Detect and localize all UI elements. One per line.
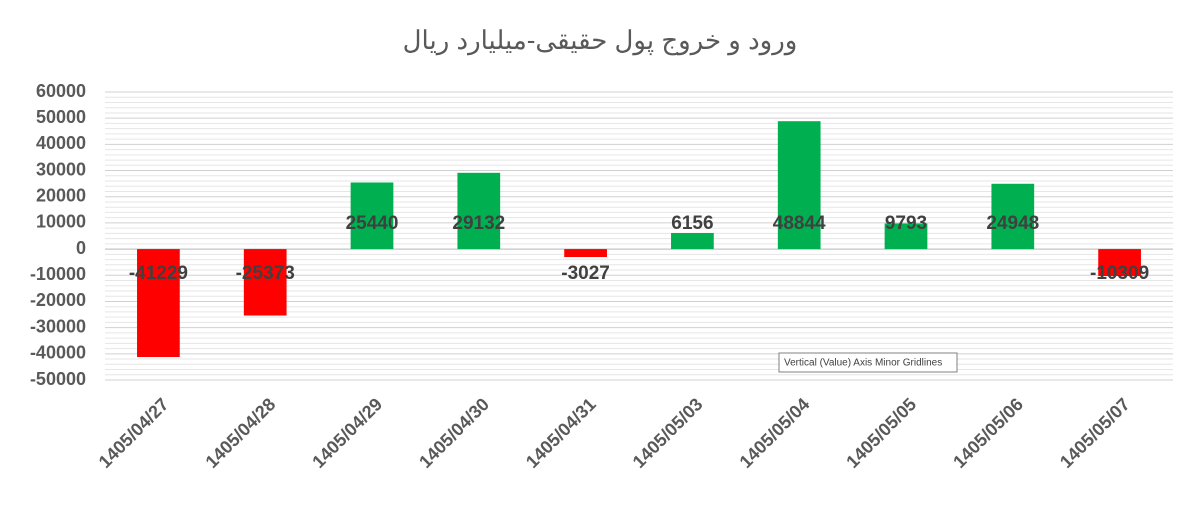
data-label: -10309	[1090, 263, 1149, 284]
data-label: 6156	[671, 213, 713, 234]
data-label: 9793	[885, 213, 927, 234]
y-tick-label: 0	[76, 238, 86, 258]
data-label: 48844	[773, 213, 826, 234]
data-label: -41229	[129, 263, 188, 284]
y-tick-label: 20000	[36, 185, 86, 205]
data-label: -25373	[236, 263, 295, 284]
bar	[884, 223, 928, 250]
bar	[671, 232, 714, 250]
y-tick-label: 50000	[36, 107, 86, 127]
bar	[777, 121, 821, 250]
tooltip: Vertical (Value) Axis Minor Gridlines	[778, 352, 958, 373]
y-tick-label: 10000	[36, 212, 86, 232]
y-tick-label: -50000	[30, 369, 86, 389]
y-tick-label: -30000	[30, 316, 86, 336]
y-tick-label: 60000	[36, 81, 86, 101]
chart-title: ورود و خروج پول حقیقی-میلیارد ریال	[403, 25, 798, 56]
bar	[137, 249, 180, 358]
y-tick-label: -20000	[30, 290, 86, 310]
y-tick-label: 40000	[36, 133, 86, 153]
bar	[991, 183, 1035, 250]
data-label: -3027	[561, 263, 610, 284]
tooltip-text: Vertical (Value) Axis Minor Gridlines	[784, 358, 942, 369]
data-label: 25440	[346, 213, 399, 234]
data-label: 24948	[986, 213, 1039, 234]
y-tick-label: 30000	[36, 159, 86, 179]
y-tick-label: -10000	[30, 264, 86, 284]
bar	[457, 172, 501, 250]
data-label: 29132	[452, 213, 505, 234]
bar	[350, 182, 394, 250]
tooltip-box	[778, 352, 958, 373]
y-tick-label: -40000	[30, 343, 86, 363]
bar	[243, 249, 287, 316]
bar	[564, 249, 607, 258]
bar	[1098, 249, 1141, 277]
